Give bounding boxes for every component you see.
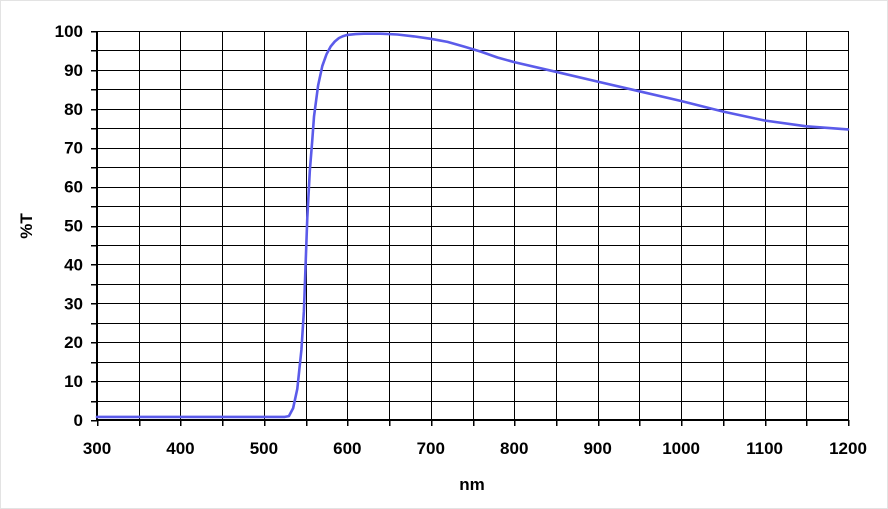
- x-tick-label: 300: [83, 439, 111, 458]
- x-tick-label: 900: [583, 439, 611, 458]
- y-tick-label: 10: [64, 372, 83, 391]
- x-tick-label: 1100: [746, 439, 783, 458]
- y-tick-label: 0: [74, 411, 83, 430]
- y-tick-label: 50: [64, 217, 83, 236]
- x-tick-label: 400: [166, 439, 194, 458]
- x-tick-label: 600: [333, 439, 361, 458]
- y-axis-label: %T: [17, 213, 36, 239]
- grid: [97, 31, 849, 421]
- x-tick-label: 1200: [829, 439, 867, 458]
- x-tick-label: 1000: [662, 439, 700, 458]
- x-axis-label: nm: [459, 475, 485, 494]
- series-line: [95, 32, 850, 419]
- x-tick-label: 700: [417, 439, 445, 458]
- y-tick-label: 90: [64, 61, 83, 80]
- y-tick-label: 20: [64, 333, 83, 352]
- y-tick-label: 80: [64, 100, 83, 119]
- x-tick-label: 800: [500, 439, 528, 458]
- x-tick-label: 500: [250, 439, 278, 458]
- y-tick-label: 70: [64, 139, 83, 158]
- y-tick-label: 100: [55, 22, 83, 41]
- y-tick-label: 60: [64, 178, 83, 197]
- y-tick-label: 30: [64, 294, 83, 313]
- y-tick-label: 40: [64, 255, 83, 274]
- x-ticks: 300 400 500 600 700 800 900 1000 1100 1200: [83, 420, 867, 458]
- y-ticks: 0 10 20 30 40 50 60 70 80 90 100: [55, 22, 97, 430]
- series-lines: [95, 32, 850, 419]
